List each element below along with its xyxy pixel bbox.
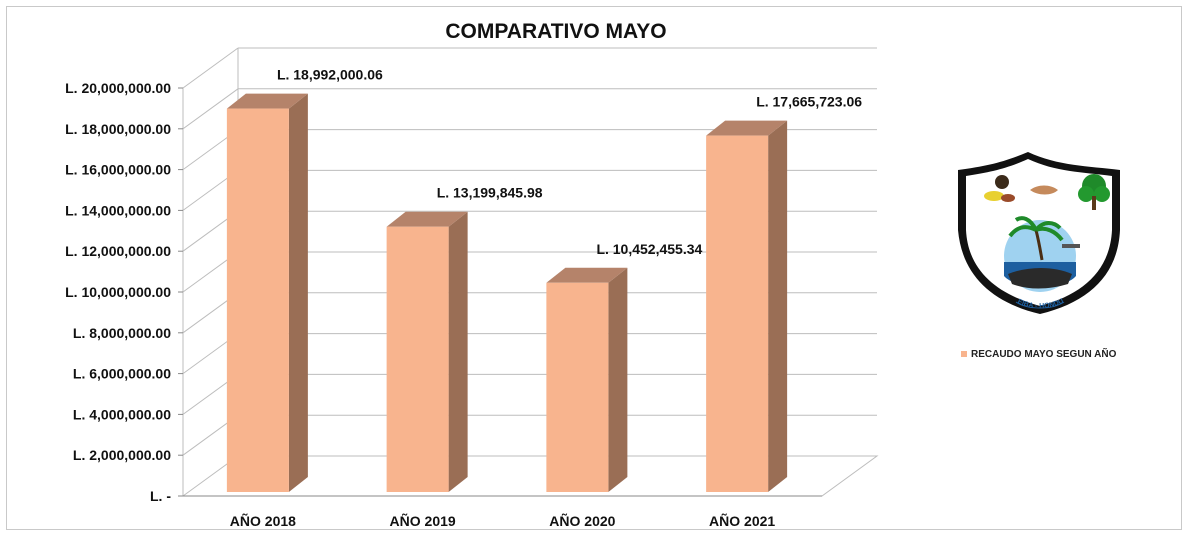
legend: RECAUDO MAYO SEGUN AÑO: [961, 347, 1117, 360]
y-tick-label: L. 12,000,000.00: [65, 243, 171, 259]
handshake-emblem: [1030, 185, 1058, 195]
la-ceiba-city-shield-icon: LA CEIBA - HONDURAS: [955, 147, 1120, 314]
x-tick-label: AÑO 2021: [709, 512, 775, 529]
x-tick-label: AÑO 2018: [230, 512, 296, 529]
bar-side: [768, 120, 788, 492]
produce-emblem: [995, 175, 1009, 189]
chart-title: COMPARATIVO MAYO: [445, 20, 666, 43]
y-tick-label: L. 14,000,000.00: [65, 202, 171, 218]
data-label: L. 18,992,000.06: [277, 67, 383, 83]
data-label: L. 10,452,455.34: [596, 241, 702, 257]
y-tick-label: L. 16,000,000.00: [65, 162, 171, 178]
y-tick-label: L. 4,000,000.00: [73, 406, 171, 422]
bar-top: [706, 120, 788, 136]
y-tick-label: L. 10,000,000.00: [65, 284, 171, 300]
bar-top: [386, 211, 468, 227]
bar-front: [546, 282, 609, 492]
data-label: L. 17,665,723.06: [756, 94, 862, 110]
bar-front: [386, 226, 449, 492]
y-tick-label: L. 18,000,000.00: [65, 121, 171, 137]
bar-front: [226, 108, 289, 492]
legend-swatch: [961, 351, 967, 357]
x-tick-label: AÑO 2019: [390, 512, 456, 529]
gridline-side: [182, 47, 239, 89]
bar: [386, 211, 468, 492]
bar-side: [448, 211, 468, 492]
x-tick-label: AÑO 2020: [549, 512, 615, 529]
y-tick-label: L. 8,000,000.00: [73, 325, 171, 341]
bar-side: [608, 267, 628, 492]
bar: [226, 93, 308, 492]
x-axis-tick-labels: AÑO 2018 AÑO 2019 AÑO 2020 AÑO 2021: [230, 512, 776, 529]
bar-layer: [226, 93, 788, 492]
y-tick-label: L. 20,000,000.00: [65, 80, 171, 96]
data-label-layer: L. 18,992,000.06 L. 13,199,845.98 L. 10,45…: [277, 67, 862, 257]
y-axis-tick-labels: L. - L. 2,000,000.00 L. 4,000,000.00 L. 6,0…: [65, 80, 171, 504]
y-tick-label: L. -: [150, 488, 171, 504]
bar: [706, 120, 788, 492]
y-tick-label: L. 2,000,000.00: [73, 447, 171, 463]
data-label: L. 13,199,845.98: [437, 185, 543, 201]
legend-label: RECAUDO MAYO SEGUN AÑO: [971, 347, 1117, 360]
bar-side: [288, 93, 308, 492]
bar: [546, 267, 628, 492]
bar-top: [546, 267, 628, 283]
bar-front: [706, 135, 769, 492]
bar-top: [226, 93, 308, 109]
gridline-side: [182, 88, 239, 130]
y-tick-label: L. 6,000,000.00: [73, 366, 171, 382]
